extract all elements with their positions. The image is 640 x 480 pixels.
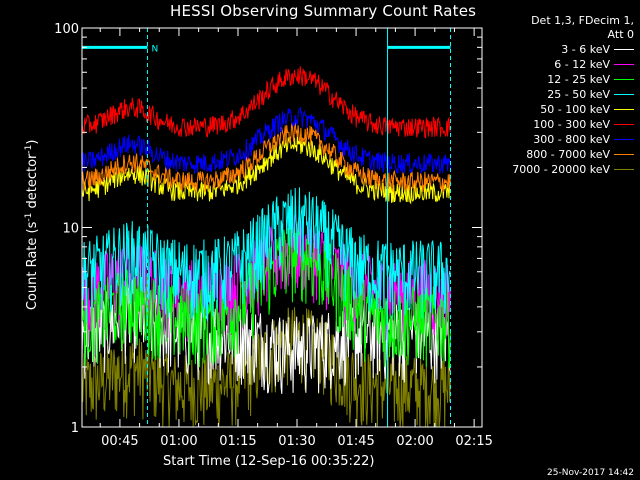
y-axis-label: Count Rate (s-1 detector-1)	[23, 140, 41, 311]
axis-layer: 00:45 01:00 01:15 01:30 01:45 02:00 02:15 1 10 10…	[54, 22, 493, 449]
x-axis-label: Start Time (12-Sep-16 00:35:22)	[163, 454, 375, 469]
legend-swatch	[614, 109, 634, 110]
legend-entry-label: 25 - 50 keV	[547, 88, 610, 101]
series-line-4	[81, 134, 451, 205]
chart-title: HESSI Observing Summary Count Rates	[170, 2, 477, 20]
legend-entry-label: 300 - 800 keV	[533, 133, 610, 146]
legend-entry-label: 12 - 25 keV	[547, 73, 610, 86]
y-axis-label-exponent: -1	[23, 212, 34, 222]
series-line-0	[81, 278, 451, 395]
legend-entry-4: 50 - 100 keV	[474, 102, 634, 117]
legend-entry-2: 12 - 25 keV	[474, 72, 634, 87]
series-line-7	[81, 122, 451, 193]
flag-bar-label-0: N	[151, 44, 158, 54]
y-axis-label-exponent-2: -1	[23, 144, 34, 154]
legend-swatch	[614, 64, 634, 65]
legend-entry-label: 3 - 6 keV	[561, 43, 610, 56]
x-tick-label-4: 01:45	[337, 434, 374, 449]
legend: Det 1,3, FDecim 1, Att 0 3 - 6 keV 6 - 12…	[474, 14, 634, 177]
y-axis-label-detector: detector	[25, 153, 41, 213]
x-tick-label-2: 01:15	[219, 434, 256, 449]
legend-entry-7: 800 - 7000 keV	[474, 147, 634, 162]
series-line-3	[81, 187, 451, 323]
legend-swatch	[614, 124, 634, 125]
legend-entry-label: 800 - 7000 keV	[526, 148, 610, 161]
y-axis-label-close: )	[25, 139, 41, 145]
legend-entry-label: 6 - 12 keV	[554, 58, 610, 71]
legend-swatch	[614, 49, 634, 50]
legend-entry-label: 7000 - 20000 keV	[512, 163, 610, 176]
legend-entry-6: 300 - 800 keV	[474, 132, 634, 147]
legend-entries: 3 - 6 keV 6 - 12 keV 12 - 25 keV 25 - 50 ke…	[474, 42, 634, 177]
legend-swatch	[614, 94, 634, 95]
legend-entry-label: 50 - 100 keV	[540, 103, 610, 116]
legend-header-line-2: Att 0	[607, 28, 634, 41]
legend-swatch	[614, 79, 634, 80]
legend-entry-3: 25 - 50 keV	[474, 87, 634, 102]
legend-entry-5: 100 - 300 keV	[474, 117, 634, 132]
y-tick-label-0: 1	[71, 421, 79, 436]
plot-timestamp: 25-Nov-2017 14:42	[547, 468, 634, 478]
series-layer	[81, 66, 451, 428]
series-line-8	[81, 307, 451, 428]
series-line-2	[81, 221, 451, 369]
y-tick-label-1: 10	[62, 222, 79, 237]
legend-swatch	[614, 169, 634, 170]
y-axis-label-text: Count Rate (s	[25, 221, 41, 311]
legend-swatch	[614, 154, 634, 155]
x-tick-label-3: 01:30	[278, 434, 315, 449]
x-tick-label-0: 00:45	[101, 434, 138, 449]
legend-swatch	[614, 139, 634, 140]
x-tick-label-1: 01:00	[160, 434, 197, 449]
series-line-6	[81, 106, 451, 175]
legend-entry-1: 6 - 12 keV	[474, 57, 634, 72]
x-tick-label-5: 02:00	[396, 434, 433, 449]
y-tick-label-2: 100	[54, 22, 79, 37]
overlay-layer: N	[82, 28, 452, 427]
legend-entry-0: 3 - 6 keV	[474, 42, 634, 57]
series-line-5	[81, 66, 451, 139]
legend-entry-8: 7000 - 20000 keV	[474, 162, 634, 177]
legend-header-line-1: Det 1,3, FDecim 1,	[531, 14, 634, 27]
x-tick-label-6: 02:15	[455, 434, 492, 449]
legend-entry-label: 100 - 300 keV	[533, 118, 610, 131]
